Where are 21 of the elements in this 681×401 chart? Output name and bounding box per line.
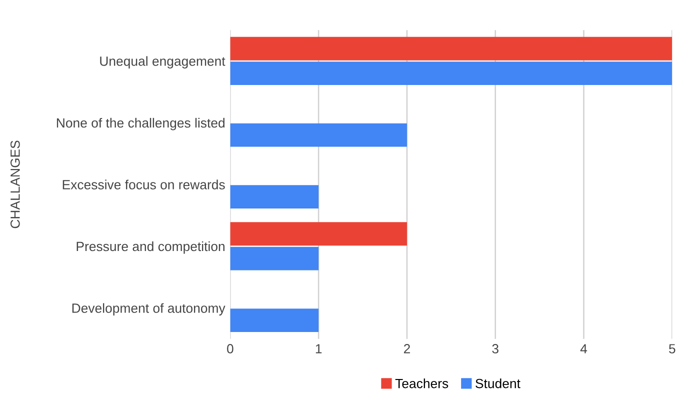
bar xyxy=(230,308,319,332)
y-tick-label: Development of autonomy xyxy=(72,303,226,316)
bar xyxy=(230,246,319,270)
x-tick-label: 4 xyxy=(580,344,588,354)
x-tick-label: 3 xyxy=(492,344,498,354)
bar xyxy=(230,62,672,86)
bar xyxy=(230,222,407,246)
x-tick-label: 5 xyxy=(669,344,676,354)
bar xyxy=(230,185,319,209)
x-tick-label: 2 xyxy=(404,344,410,354)
y-tick-label: None of the challenges listed xyxy=(56,118,224,130)
bar xyxy=(230,36,672,60)
y-axis-title: CHALLANGES xyxy=(10,140,20,228)
bar xyxy=(230,123,407,147)
y-tick-label: Excessive focus on rewards xyxy=(62,180,225,190)
legend-label: Teachers xyxy=(395,378,448,388)
x-tick-label: 1 xyxy=(316,344,322,354)
legend-label: Student xyxy=(476,378,520,388)
y-tick-label: Pressure and competition xyxy=(76,241,224,254)
y-tick-label: Unequal engagement xyxy=(100,56,226,68)
x-tick-label: 0 xyxy=(227,344,234,354)
